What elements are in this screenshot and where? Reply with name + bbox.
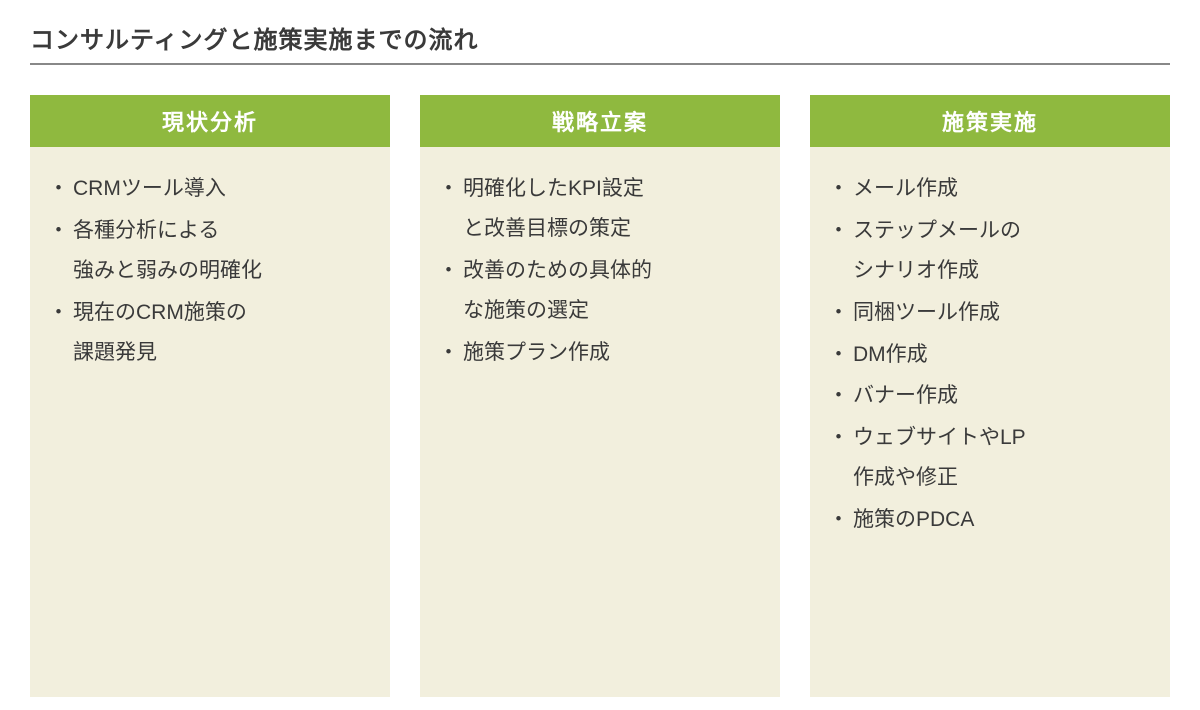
list-item-line: ウェブサイトやLP [853, 418, 1152, 458]
list-item-line: DM作成 [853, 335, 1152, 375]
list-item-line: 強みと弱みの明確化 [73, 251, 372, 291]
bullet-icon: ・ [828, 418, 853, 458]
list-item: ・改善のための具体的な施策の選定 [438, 251, 762, 331]
list-item-line: 施策プラン作成 [463, 333, 762, 373]
list-item-line: 作成や修正 [853, 458, 1152, 498]
columns-container: 現状分析・CRMツール導入・各種分析による強みと弱みの明確化・現在のCRM施策の… [30, 95, 1170, 697]
list-item-text: ステップメールのシナリオ作成 [853, 211, 1152, 291]
bullet-icon: ・ [438, 169, 463, 209]
list-item-line: CRMツール導入 [73, 169, 372, 209]
list-item-text: CRMツール導入 [73, 169, 372, 209]
list-item-line: 施策のPDCA [853, 500, 1152, 540]
list-item-text: 改善のための具体的な施策の選定 [463, 251, 762, 331]
bullet-icon: ・ [828, 293, 853, 333]
column-2: 施策実施・メール作成・ステップメールのシナリオ作成・同梱ツール作成・DM作成・バ… [810, 95, 1170, 697]
list-item-line: メール作成 [853, 169, 1152, 209]
list-item-text: 施策のPDCA [853, 500, 1152, 540]
bullet-icon: ・ [828, 169, 853, 209]
list-item-line: シナリオ作成 [853, 251, 1152, 291]
list-item: ・DM作成 [828, 335, 1152, 375]
bullet-icon: ・ [828, 500, 853, 540]
list-item: ・現在のCRM施策の課題発見 [48, 293, 372, 373]
list-item: ・メール作成 [828, 169, 1152, 209]
column-header: 戦略立案 [420, 95, 780, 147]
bullet-icon: ・ [828, 335, 853, 375]
column-header: 現状分析 [30, 95, 390, 147]
list-item-line: バナー作成 [853, 376, 1152, 416]
column-header: 施策実施 [810, 95, 1170, 147]
list-item-line: 明確化したKPI設定 [463, 169, 762, 209]
list-item-text: ウェブサイトやLP作成や修正 [853, 418, 1152, 498]
list-item: ・施策のPDCA [828, 500, 1152, 540]
list-item-text: 同梱ツール作成 [853, 293, 1152, 333]
list-item-line: 同梱ツール作成 [853, 293, 1152, 333]
bullet-icon: ・ [48, 169, 73, 209]
page-title: コンサルティングと施策実施までの流れ [30, 20, 1170, 65]
list-item: ・ステップメールのシナリオ作成 [828, 211, 1152, 291]
list-item-text: メール作成 [853, 169, 1152, 209]
list-item-text: バナー作成 [853, 376, 1152, 416]
bullet-icon: ・ [828, 211, 853, 251]
list-item-text: 各種分析による強みと弱みの明確化 [73, 211, 372, 291]
bullet-icon: ・ [828, 376, 853, 416]
list-item-line: 改善のための具体的 [463, 251, 762, 291]
bullet-icon: ・ [48, 211, 73, 251]
column-1: 戦略立案・明確化したKPI設定と改善目標の策定・改善のための具体的な施策の選定・… [420, 95, 780, 697]
list-item: ・CRMツール導入 [48, 169, 372, 209]
list-item: ・同梱ツール作成 [828, 293, 1152, 333]
list-item-line: 課題発見 [73, 333, 372, 373]
column-body: ・明確化したKPI設定と改善目標の策定・改善のための具体的な施策の選定・施策プラ… [420, 147, 780, 697]
column-0: 現状分析・CRMツール導入・各種分析による強みと弱みの明確化・現在のCRM施策の… [30, 95, 390, 697]
list-item-text: 現在のCRM施策の課題発見 [73, 293, 372, 373]
list-item-line: 現在のCRM施策の [73, 293, 372, 333]
list-item-text: 施策プラン作成 [463, 333, 762, 373]
column-body: ・メール作成・ステップメールのシナリオ作成・同梱ツール作成・DM作成・バナー作成… [810, 147, 1170, 697]
list-item-line: 各種分析による [73, 211, 372, 251]
list-item: ・ウェブサイトやLP作成や修正 [828, 418, 1152, 498]
list-item-line: と改善目標の策定 [463, 209, 762, 249]
list-item-line: な施策の選定 [463, 291, 762, 331]
list-item: ・明確化したKPI設定と改善目標の策定 [438, 169, 762, 249]
list-item-line: ステップメールの [853, 211, 1152, 251]
bullet-icon: ・ [438, 333, 463, 373]
list-item-text: DM作成 [853, 335, 1152, 375]
bullet-icon: ・ [438, 251, 463, 291]
list-item: ・各種分析による強みと弱みの明確化 [48, 211, 372, 291]
bullet-icon: ・ [48, 293, 73, 333]
list-item: ・バナー作成 [828, 376, 1152, 416]
column-body: ・CRMツール導入・各種分析による強みと弱みの明確化・現在のCRM施策の課題発見 [30, 147, 390, 697]
list-item: ・施策プラン作成 [438, 333, 762, 373]
list-item-text: 明確化したKPI設定と改善目標の策定 [463, 169, 762, 249]
